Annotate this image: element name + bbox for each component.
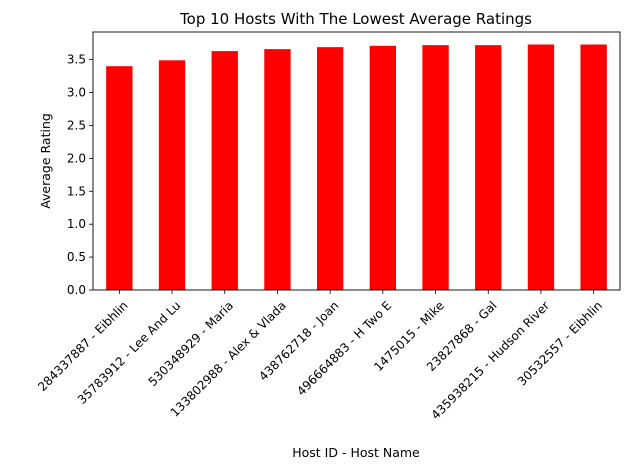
y-axis-label: Average Rating (38, 113, 53, 209)
bar (158, 60, 186, 290)
x-tick-label: 35783912 - Lee And Lu (75, 298, 183, 406)
plot-frame (92, 31, 621, 291)
x-axis-label: Host ID - Host Name (292, 445, 420, 460)
bar (211, 51, 238, 291)
x-tick-label: 496664883 - H Two E (294, 298, 394, 398)
bar (106, 66, 133, 290)
bars (106, 44, 607, 291)
y-tick-label: 1.0 (67, 217, 86, 231)
y-tick-label: 0.0 (67, 283, 86, 297)
bar (369, 45, 397, 290)
y-axis: 0.0 0.5 1.0 1.5 2.0 2.5 3.0 3.5 (67, 53, 93, 297)
bar (422, 45, 449, 290)
bar (316, 47, 344, 290)
y-tick-label: 3.0 (67, 86, 86, 100)
bar (527, 44, 555, 291)
y-tick-label: 0.5 (67, 250, 86, 264)
chart-title: Top 10 Hosts With The Lowest Average Rat… (179, 10, 532, 28)
bar (475, 45, 502, 290)
bar (264, 49, 291, 290)
bar (580, 44, 607, 291)
y-tick-label: 3.5 (67, 53, 86, 67)
y-tick-label: 2.0 (67, 151, 86, 165)
x-tick-label: 284337887 - Eibhlin (35, 298, 131, 394)
y-tick-label: 1.5 (67, 184, 86, 198)
y-tick-label: 2.5 (67, 118, 86, 132)
